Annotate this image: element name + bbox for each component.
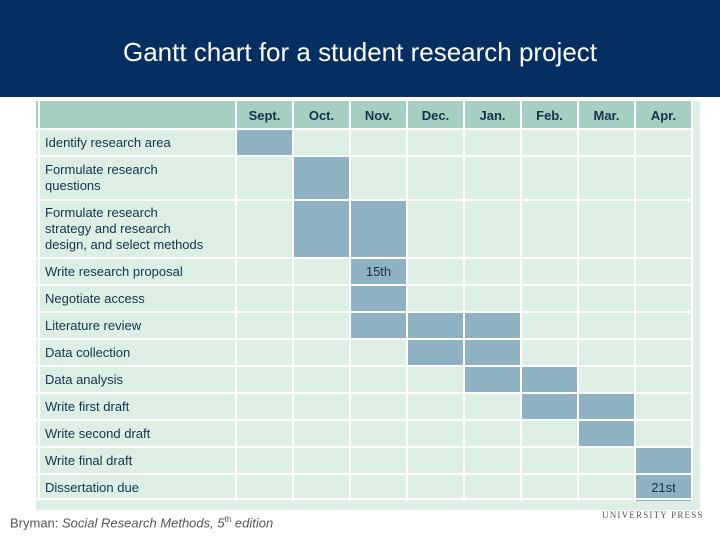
task-label: Dissertation due: [45, 479, 139, 495]
task-label: Write second draft: [45, 425, 151, 441]
header-corner: [36, 101, 236, 129]
task-label: Formulate research strategy and research…: [45, 205, 204, 252]
citation-sup: th: [224, 515, 232, 524]
grid-line: [36, 338, 692, 340]
grid-line: [36, 419, 692, 421]
grid-line: [36, 257, 692, 259]
task-bar: [350, 312, 407, 339]
task-bar: [350, 285, 407, 312]
month-header: Dec.: [407, 101, 464, 129]
grid-line: [691, 101, 693, 501]
month-header: Feb.: [521, 101, 578, 129]
grid-line: [634, 101, 636, 501]
milestone-label: 15th: [350, 258, 407, 285]
task-label: Formulate research questions: [45, 162, 158, 193]
grid-line: [406, 101, 408, 501]
grid-line: [235, 101, 237, 501]
task-label: Write final draft: [45, 452, 133, 468]
month-header: Sept.: [236, 101, 293, 129]
grid-line: [36, 446, 692, 448]
task-label: Data analysis: [45, 371, 124, 387]
grid-line: [36, 284, 692, 286]
citation-suffix: edition: [231, 515, 274, 531]
task-label: Literature review: [45, 317, 142, 333]
citation-title: Social Research Methods, 5: [62, 515, 225, 531]
task-label: Write first draft: [45, 398, 130, 414]
task-label: Write research proposal: [45, 263, 183, 279]
citation-author: Bryman:: [10, 515, 63, 531]
task-bar: [464, 312, 521, 339]
grid-line: [36, 392, 692, 394]
slide-title: Gantt chart for a student research proje…: [122, 37, 598, 67]
task-label: Negotiate access: [45, 290, 145, 306]
task-bar: [350, 200, 407, 258]
month-header: Apr.: [635, 101, 692, 129]
task-bar: [521, 393, 578, 420]
month-header: Nov.: [350, 101, 407, 129]
task-bar: [293, 200, 350, 258]
milestone-label: 21st: [635, 474, 692, 501]
grid-line: [36, 155, 692, 157]
task-bar: [521, 366, 578, 393]
grid-line: [577, 101, 579, 501]
grid-line: [36, 473, 692, 475]
grid-line: [36, 311, 692, 313]
task-bar: [407, 339, 464, 366]
task-bar: [407, 312, 464, 339]
task-bar: [464, 339, 521, 366]
citation: Bryman: Social Research Methods, 5th edi…: [10, 515, 273, 530]
task-bar: [578, 420, 635, 447]
grid-line: [349, 101, 351, 501]
task-label: Data collection: [45, 344, 131, 360]
month-header: Mar.: [578, 101, 635, 129]
grid-line: [36, 199, 692, 201]
task-bar: [578, 393, 635, 420]
grid-line: [520, 101, 522, 501]
task-label: Identify research area: [45, 134, 171, 150]
grid-line: [38, 101, 40, 501]
month-header: Oct.: [293, 101, 350, 129]
task-bar: [236, 129, 293, 156]
gantt-chart: Sept. Oct. Nov. Dec. Jan. Feb. Mar. Apr. Identif…: [36, 101, 700, 510]
month-header: Jan.: [464, 101, 521, 129]
grid-line: [36, 498, 692, 500]
grid-line: [36, 365, 692, 367]
grid-line: [36, 128, 692, 130]
title-bar: Gantt chart for a student research proje…: [0, 0, 720, 97]
task-bar: [293, 156, 350, 200]
task-bar: [464, 366, 521, 393]
grid-line: [463, 101, 465, 501]
grid-line: [292, 101, 294, 501]
publisher-logo-text: UNIVERSITY PRESS: [602, 510, 704, 520]
task-bar: [635, 447, 692, 474]
